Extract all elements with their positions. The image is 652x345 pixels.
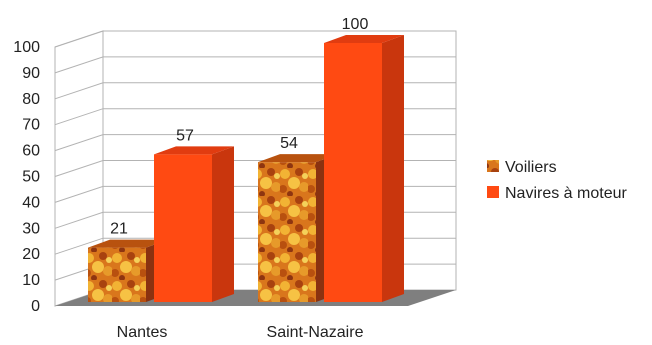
y-tick-label: 0 bbox=[31, 298, 40, 315]
y-tick-label: 60 bbox=[22, 143, 40, 160]
bar-top bbox=[258, 154, 338, 163]
bar-top bbox=[324, 35, 404, 43]
data-label: 57 bbox=[176, 127, 194, 144]
y-tick-label: 70 bbox=[22, 117, 40, 134]
bar-front bbox=[154, 154, 212, 302]
x-category-label: Saint-Nazaire bbox=[267, 324, 364, 341]
legend-label: Voiliers bbox=[505, 159, 557, 176]
bar-top bbox=[88, 239, 168, 248]
legend-swatch bbox=[487, 160, 499, 172]
y-axis-ticks: 0 10 20 30 40 50 60 70 80 90 100 bbox=[13, 39, 40, 315]
bar bbox=[324, 35, 404, 302]
data-label: 54 bbox=[280, 135, 298, 152]
bars: 21 57 54 100 bbox=[88, 16, 404, 302]
bar bbox=[88, 239, 168, 302]
y-tick-label: 40 bbox=[22, 194, 40, 211]
legend-label: Navires à moteur bbox=[505, 185, 627, 202]
y-tick-label: 20 bbox=[22, 246, 40, 263]
bar-front bbox=[88, 247, 146, 302]
y-tick-label: 90 bbox=[22, 65, 40, 82]
y-tick-label: 10 bbox=[22, 272, 40, 289]
bar-front bbox=[324, 43, 382, 302]
data-label: 21 bbox=[110, 221, 128, 238]
y-tick-label: 50 bbox=[22, 169, 40, 186]
x-category-label: Nantes bbox=[117, 324, 168, 341]
y-tick-label: 100 bbox=[13, 39, 40, 56]
x-axis-categories: Nantes Saint-Nazaire bbox=[117, 324, 364, 341]
bar-front bbox=[258, 162, 316, 302]
bar-top bbox=[154, 146, 234, 155]
data-label: 100 bbox=[342, 16, 369, 33]
bar-side bbox=[382, 35, 404, 302]
legend-swatch bbox=[487, 186, 499, 198]
legend: Voiliers Navires à moteur bbox=[487, 159, 627, 202]
gridline bbox=[54, 30, 456, 48]
y-tick-label: 30 bbox=[22, 220, 40, 237]
bar-side bbox=[212, 146, 234, 302]
bar bbox=[154, 146, 234, 302]
y-tick-label: 80 bbox=[22, 91, 40, 108]
